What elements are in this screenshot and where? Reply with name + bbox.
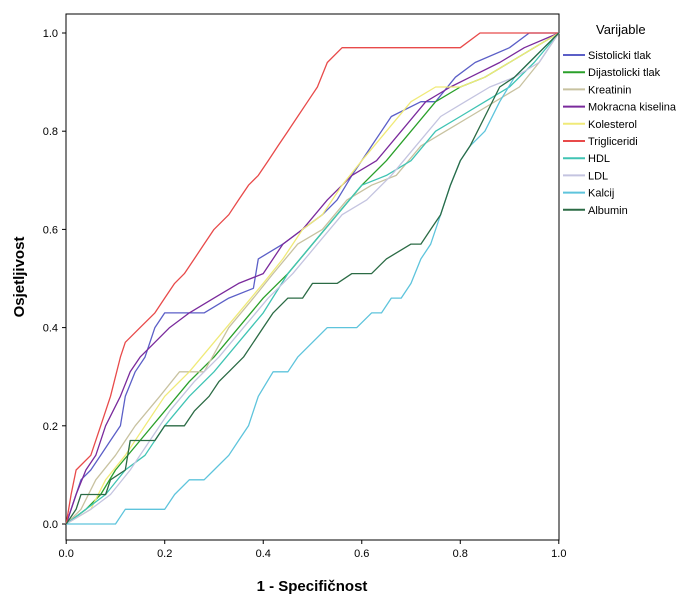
y-axis-ticks: 0.0 0.2 0.4 0.6 0.8 1.0 (43, 28, 66, 531)
legend-label: Sistolicki tlak (588, 50, 651, 62)
series-line-2 (65, 32, 560, 525)
y-tick-label: 0.4 (43, 323, 58, 335)
series-line-6 (65, 32, 559, 525)
series-line-1 (65, 32, 559, 525)
series-line-8 (65, 32, 560, 525)
x-tick-label: 0.0 (59, 548, 74, 560)
y-tick-label: 1.0 (43, 28, 58, 40)
y-tick-label: 0.2 (43, 421, 58, 433)
y-tick-label: 0.8 (43, 126, 58, 138)
legend-label: HDL (588, 153, 610, 165)
series-line-9 (66, 32, 560, 525)
y-tick-label: 0.0 (43, 519, 58, 531)
x-axis-ticks: 0.0 0.2 0.4 0.6 0.8 1.0 (59, 540, 566, 560)
x-tick-label: 0.2 (157, 548, 172, 560)
legend-label: Kalcij (588, 188, 614, 200)
series-line-4 (65, 32, 560, 525)
series-line-10 (65, 32, 560, 525)
x-tick-label: 0.6 (354, 548, 369, 560)
series-line-7 (65, 32, 560, 525)
legend-label: Albumin (588, 205, 628, 217)
series-line-5 (65, 32, 560, 525)
legend-label: LDL (588, 170, 608, 182)
legend-title: Varijable (596, 22, 646, 37)
legend-label: Trigliceridi (588, 136, 638, 148)
legend-label: Kolesterol (588, 119, 637, 131)
legend: Varijable Sistolicki tlak Dijastolicki tl… (563, 22, 677, 217)
series-lines (65, 32, 560, 525)
x-tick-label: 1.0 (551, 548, 566, 560)
legend-label: Mokracna kiselina (588, 102, 677, 114)
y-tick-label: 0.6 (43, 224, 58, 236)
x-tick-label: 0.8 (453, 548, 468, 560)
y-axis-title: Osjetljivost (11, 237, 28, 318)
plot-frame (65, 13, 560, 541)
legend-label: Kreatinin (588, 84, 631, 96)
x-axis-title: 1 - Specifičnost (257, 578, 368, 595)
legend-label: Dijastolicki tlak (588, 67, 661, 79)
series-line-3 (65, 32, 560, 525)
x-tick-label: 0.4 (256, 548, 271, 560)
